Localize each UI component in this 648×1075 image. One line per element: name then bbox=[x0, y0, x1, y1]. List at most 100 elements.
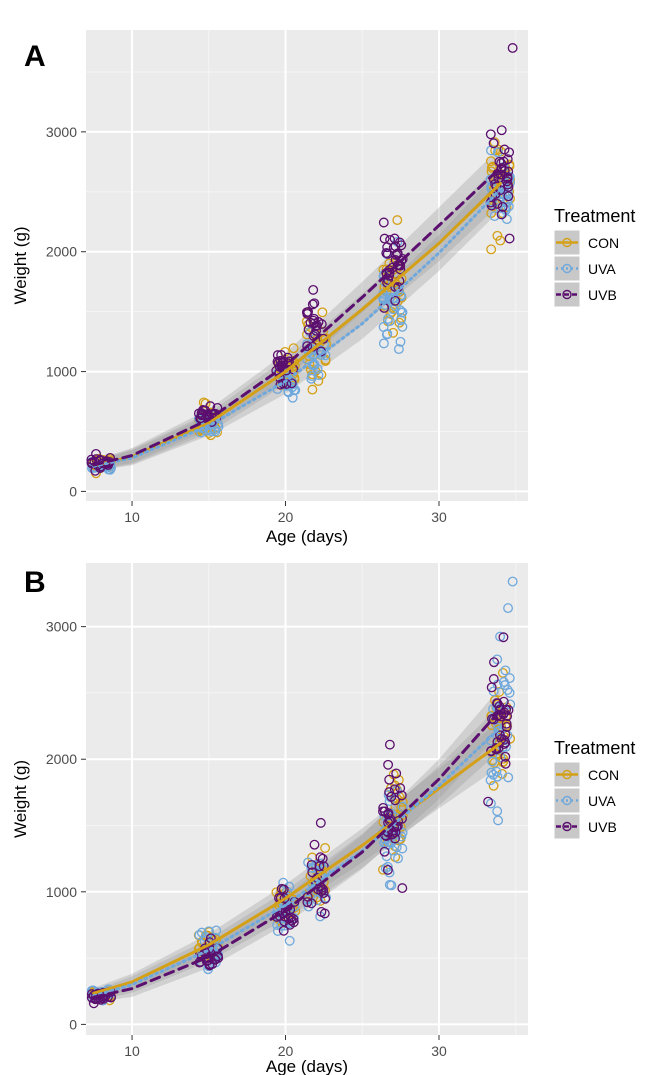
point-uvb bbox=[207, 959, 218, 970]
point-uvb bbox=[383, 808, 394, 819]
point-con bbox=[317, 307, 328, 318]
point-uvb bbox=[193, 408, 204, 419]
point-uva bbox=[495, 752, 506, 763]
x-tick-label: 10 bbox=[124, 1043, 140, 1059]
point-uva bbox=[507, 576, 518, 587]
fit-line-uvb bbox=[92, 708, 502, 999]
point-uva bbox=[395, 336, 406, 347]
point-uvb bbox=[282, 352, 293, 363]
point-uvb bbox=[307, 299, 318, 310]
y-tick-label: 3000 bbox=[46, 124, 77, 140]
fit-line-uva bbox=[92, 187, 502, 468]
point-uva bbox=[211, 925, 222, 936]
point-uva bbox=[278, 877, 289, 888]
fit-line-uva bbox=[92, 725, 502, 998]
point-uvb bbox=[384, 739, 395, 750]
point-uvb bbox=[392, 260, 403, 271]
legend-label-con: CON bbox=[588, 767, 619, 783]
point-uvb bbox=[499, 144, 510, 155]
fit-line-con bbox=[92, 741, 502, 995]
point-con bbox=[200, 398, 211, 409]
point-uvb bbox=[200, 405, 211, 416]
point-uva bbox=[213, 421, 224, 432]
point-uvb bbox=[500, 729, 511, 740]
point-uvb bbox=[86, 454, 97, 465]
point-uvb bbox=[396, 790, 407, 801]
point-uva bbox=[381, 329, 392, 340]
point-uvb bbox=[386, 791, 397, 802]
point-con bbox=[486, 162, 497, 173]
point-uvb bbox=[302, 897, 313, 908]
y-tick-label: 2000 bbox=[46, 751, 77, 767]
point-uva bbox=[492, 654, 503, 665]
point-uva bbox=[206, 426, 217, 437]
point-uva bbox=[495, 631, 506, 642]
point-uva bbox=[485, 798, 496, 809]
point-uvb bbox=[504, 233, 515, 244]
legend-key-point bbox=[562, 769, 572, 780]
point-uvb bbox=[288, 914, 299, 925]
point-uvb bbox=[496, 209, 507, 220]
point-uvb bbox=[492, 698, 503, 709]
point-uvb bbox=[306, 898, 317, 909]
legend-title: Treatment bbox=[554, 738, 635, 758]
point-uva bbox=[499, 680, 510, 691]
point-uvb bbox=[507, 43, 518, 53]
y-axis-title: Weight (g) bbox=[11, 760, 30, 838]
point-uvb bbox=[503, 166, 514, 177]
point-con bbox=[288, 343, 299, 354]
point-uva bbox=[489, 211, 500, 222]
plot-background bbox=[86, 30, 528, 501]
point-uva bbox=[492, 806, 503, 817]
point-uvb bbox=[378, 217, 389, 228]
point-uvb bbox=[390, 295, 401, 306]
point-uvb bbox=[382, 864, 393, 875]
point-uvb bbox=[320, 893, 331, 904]
point-uvb bbox=[275, 379, 286, 390]
legend: Treatment CON UVA UVB bbox=[553, 206, 635, 308]
point-uvb bbox=[383, 759, 394, 770]
point-uvb bbox=[500, 758, 511, 769]
point-uvb bbox=[383, 275, 394, 286]
point-uvb bbox=[276, 883, 287, 894]
legend-key-point bbox=[562, 263, 572, 274]
panel-label: A bbox=[24, 40, 46, 73]
point-uva bbox=[272, 926, 283, 936]
point-uva bbox=[503, 201, 514, 212]
point-uvb bbox=[382, 242, 393, 253]
point-uvb bbox=[384, 265, 395, 276]
point-con bbox=[489, 137, 500, 148]
point-uvb bbox=[285, 919, 295, 930]
point-uva bbox=[384, 867, 395, 878]
point-uvb bbox=[503, 191, 514, 202]
x-tick-label: 20 bbox=[278, 509, 294, 525]
point-uva bbox=[491, 766, 502, 777]
y-tick-label: 1000 bbox=[46, 364, 77, 380]
point-uvb bbox=[382, 248, 393, 259]
plot-background bbox=[86, 563, 528, 1035]
legend-label-uvb: UVB bbox=[588, 819, 617, 835]
point-uvb bbox=[391, 768, 402, 779]
point-uva bbox=[383, 313, 393, 324]
legend-key-point bbox=[562, 237, 572, 248]
point-uvb bbox=[498, 632, 509, 643]
point-uva bbox=[487, 756, 498, 767]
x-tick-label: 20 bbox=[278, 1043, 294, 1059]
point-uvb bbox=[301, 307, 312, 318]
point-uvb bbox=[309, 839, 320, 850]
point-con bbox=[492, 230, 503, 241]
point-uva bbox=[312, 364, 323, 375]
point-uvb bbox=[379, 846, 390, 857]
point-uvb bbox=[315, 852, 326, 863]
point-uva bbox=[500, 665, 511, 676]
point-uvb bbox=[381, 268, 392, 278]
point-uvb bbox=[496, 164, 507, 175]
point-uva bbox=[397, 321, 408, 332]
x-axis-title: Age (days) bbox=[266, 527, 348, 546]
point-uvb bbox=[395, 783, 406, 794]
point-con bbox=[486, 244, 497, 255]
x-tick-label: 30 bbox=[431, 1043, 447, 1059]
point-uva bbox=[503, 603, 513, 614]
point-uva bbox=[488, 769, 499, 780]
point-uvb bbox=[311, 325, 322, 336]
